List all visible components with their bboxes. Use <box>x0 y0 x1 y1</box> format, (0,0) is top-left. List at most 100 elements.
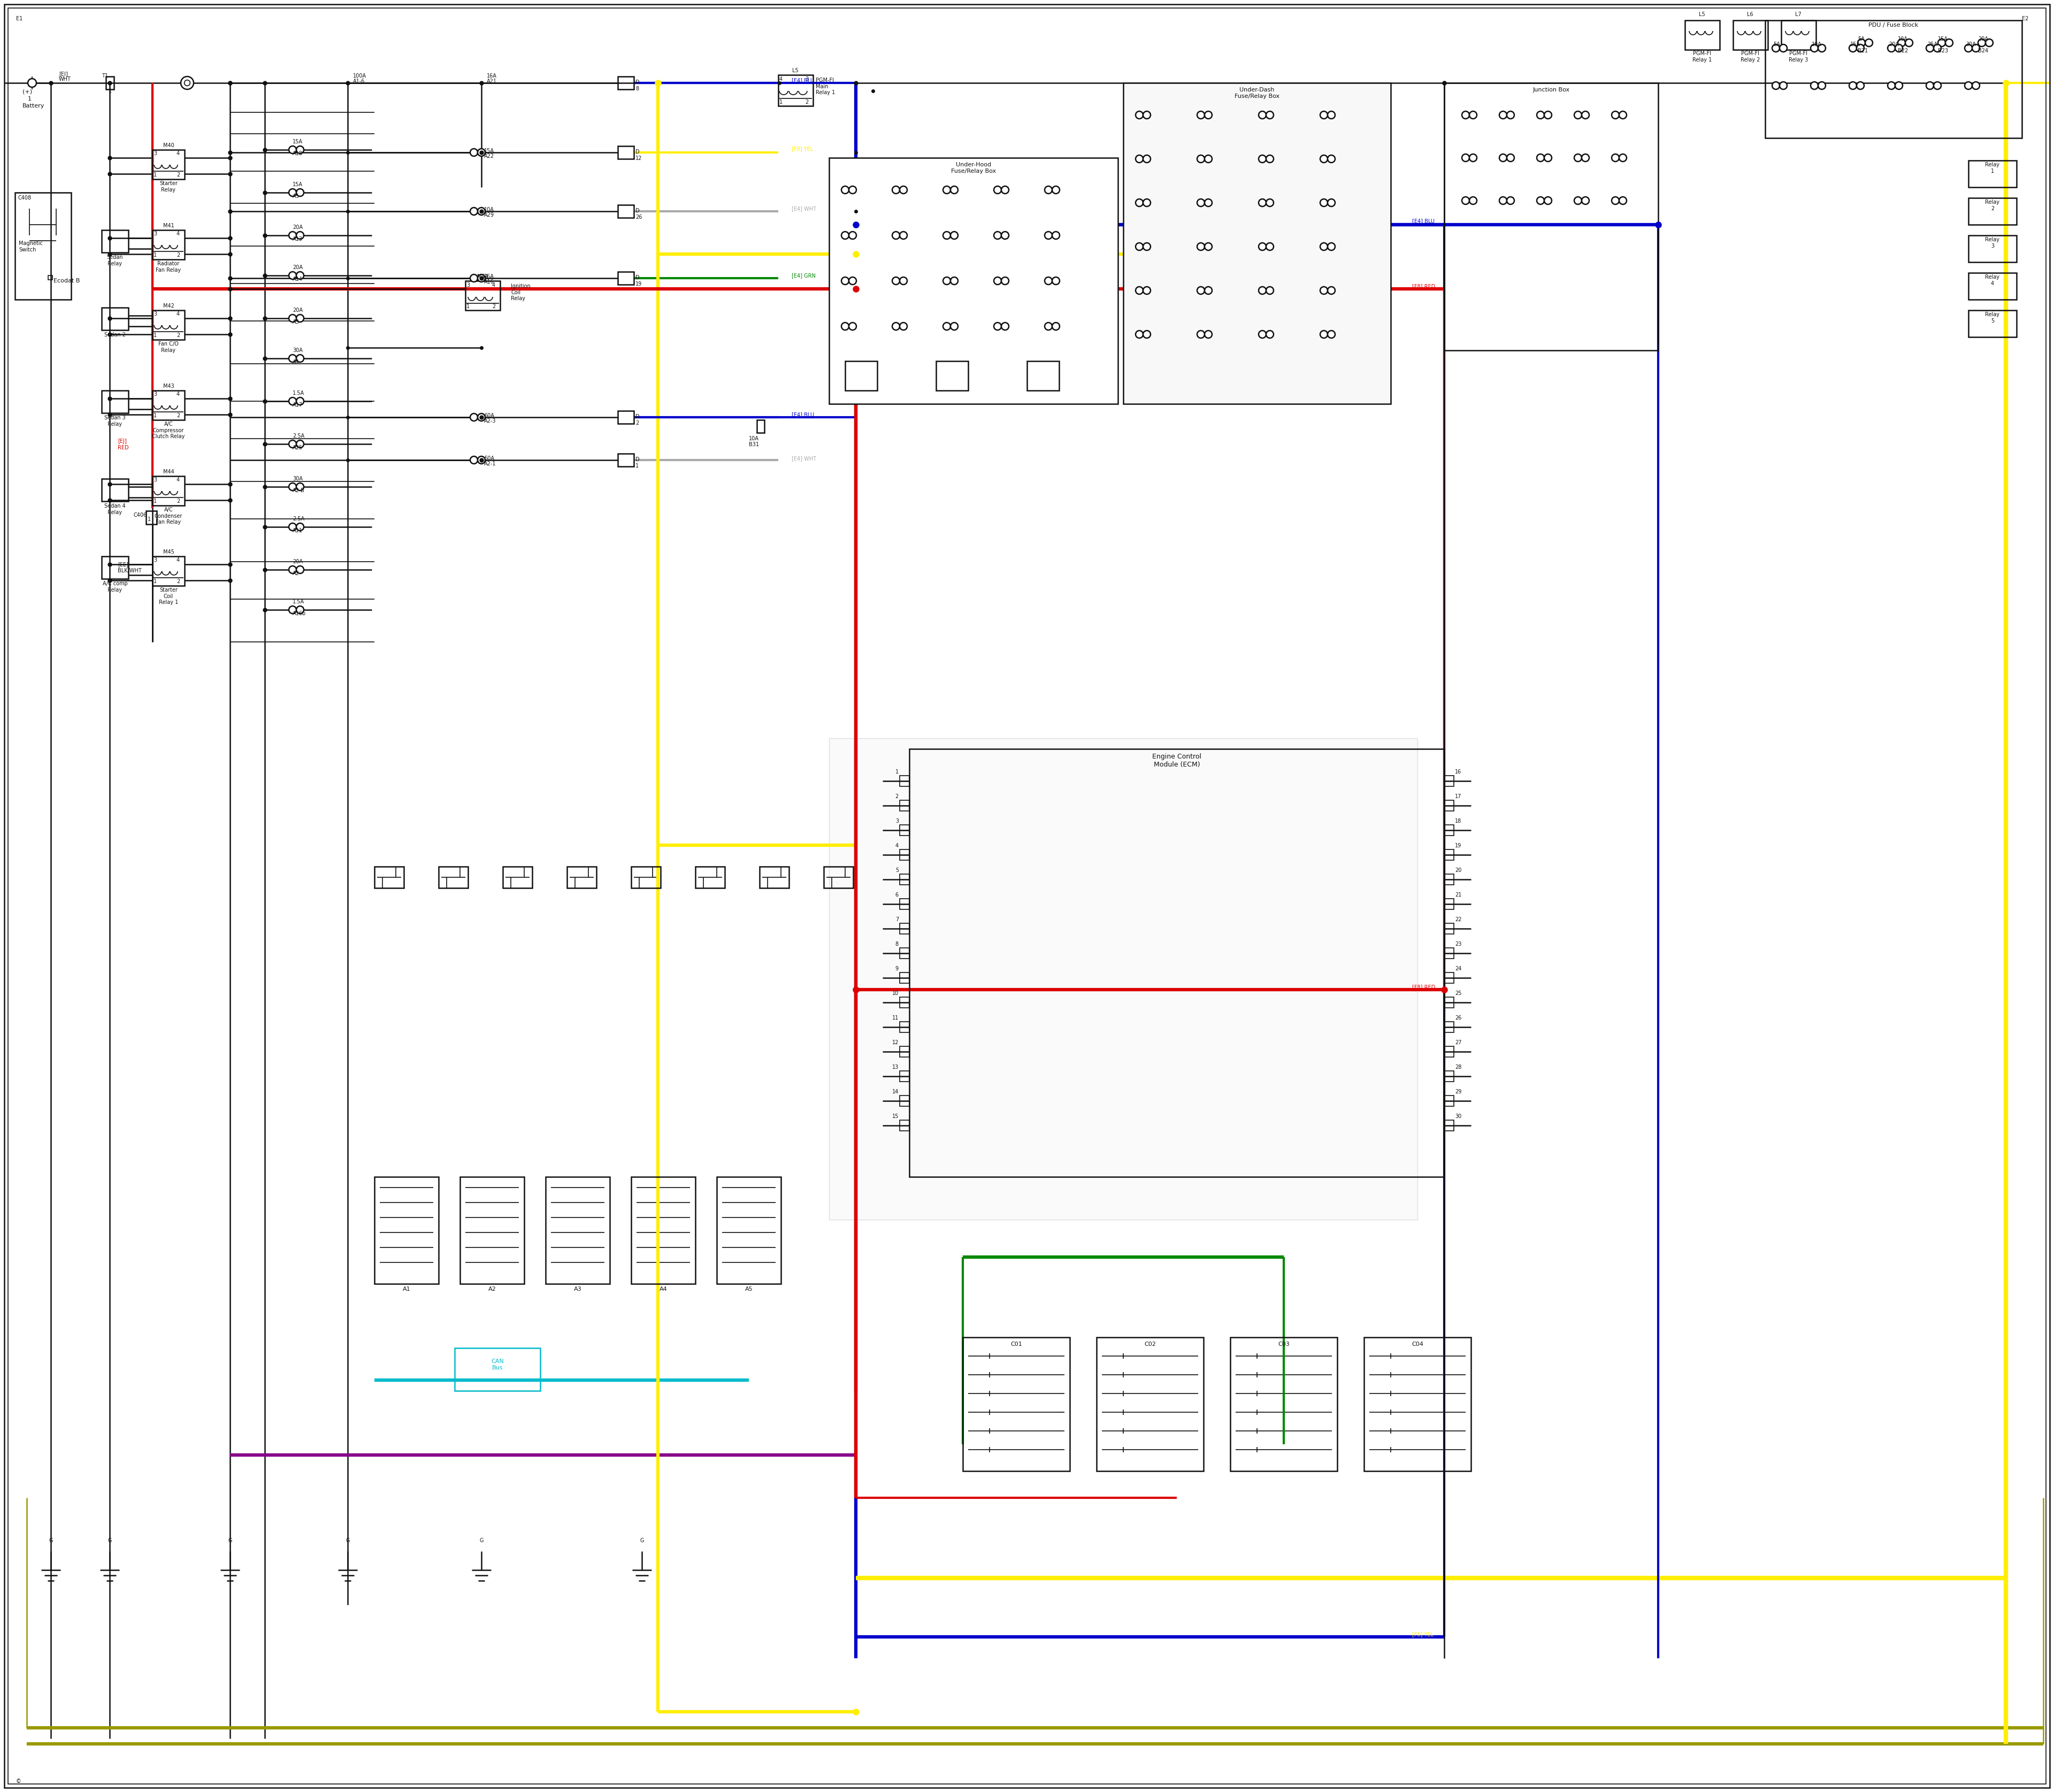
Circle shape <box>1906 39 1912 47</box>
Text: 18: 18 <box>1454 819 1462 824</box>
Circle shape <box>994 323 1002 330</box>
Circle shape <box>994 186 1002 194</box>
Text: 21: 21 <box>1454 892 1462 898</box>
Text: PDU / Fuse Block: PDU / Fuse Block <box>1869 23 1918 29</box>
Bar <box>618 145 635 159</box>
Circle shape <box>1327 330 1335 339</box>
Circle shape <box>1259 287 1265 294</box>
Text: A14: A14 <box>292 276 302 281</box>
Circle shape <box>1972 82 1980 90</box>
Bar <box>778 75 813 106</box>
Bar <box>830 738 1417 1220</box>
Text: 20A: 20A <box>1978 36 1988 41</box>
Text: [E4] WHT: [E4] WHT <box>791 455 815 461</box>
Circle shape <box>1937 39 1945 47</box>
Circle shape <box>1321 330 1327 339</box>
Circle shape <box>1204 244 1212 251</box>
Text: [F8] RED: [F8] RED <box>1413 984 1436 989</box>
Text: 16: 16 <box>1454 769 1462 774</box>
Circle shape <box>296 188 304 197</box>
Text: D
26: D 26 <box>635 208 643 220</box>
Text: 10A: 10A <box>1898 36 1908 41</box>
Bar <box>1444 801 1454 812</box>
Circle shape <box>1052 323 1060 330</box>
Text: G: G <box>345 1538 349 1543</box>
Text: D
1: D 1 <box>635 457 639 468</box>
Text: 25: 25 <box>1454 991 1462 996</box>
Circle shape <box>1865 39 1873 47</box>
Circle shape <box>1002 278 1009 285</box>
Circle shape <box>1896 82 1902 90</box>
Text: 1: 1 <box>154 333 156 339</box>
Text: Relay
2: Relay 2 <box>1986 199 2001 211</box>
Bar <box>101 478 127 502</box>
Text: B21: B21 <box>1857 48 1867 54</box>
Circle shape <box>1197 287 1204 294</box>
Bar <box>374 1177 440 1283</box>
Text: 2: 2 <box>493 305 495 310</box>
Circle shape <box>1857 45 1865 52</box>
Text: L7: L7 <box>1795 13 1801 18</box>
Bar <box>717 1177 781 1283</box>
Bar <box>460 1177 524 1283</box>
Circle shape <box>1204 287 1212 294</box>
Bar <box>1734 20 1768 50</box>
Text: G: G <box>228 1538 232 1543</box>
Circle shape <box>1045 278 1052 285</box>
Text: 30A: 30A <box>292 477 302 482</box>
Text: 1: 1 <box>27 97 31 102</box>
Text: 2: 2 <box>805 100 809 106</box>
Text: 1: 1 <box>778 100 783 106</box>
Circle shape <box>1265 111 1273 118</box>
Circle shape <box>1857 82 1865 90</box>
Text: 2: 2 <box>177 253 181 258</box>
Circle shape <box>900 323 908 330</box>
Bar <box>1364 1337 1471 1471</box>
Circle shape <box>842 278 848 285</box>
Bar <box>618 272 635 285</box>
Text: 16A: 16A <box>485 274 495 280</box>
Circle shape <box>29 79 37 88</box>
Text: [E4] BLU: [E4] BLU <box>1413 219 1434 224</box>
Circle shape <box>951 278 957 285</box>
Text: Switch: Switch <box>18 247 37 253</box>
Circle shape <box>1197 156 1204 163</box>
Circle shape <box>994 278 1002 285</box>
Text: 2.5A: 2.5A <box>292 434 304 439</box>
Bar <box>844 360 877 391</box>
Text: [E4] WHT: [E4] WHT <box>791 206 815 211</box>
Circle shape <box>479 457 485 464</box>
Text: L5: L5 <box>1699 13 1705 18</box>
Text: Engine Control
Module (ECM): Engine Control Module (ECM) <box>1152 753 1202 769</box>
Text: A3: A3 <box>573 1287 581 1292</box>
Circle shape <box>1812 45 1818 52</box>
Circle shape <box>1136 244 1144 251</box>
Bar <box>937 360 967 391</box>
Circle shape <box>1197 244 1204 251</box>
Bar <box>900 776 910 787</box>
Text: A17: A17 <box>292 401 302 407</box>
Circle shape <box>848 231 857 238</box>
Bar <box>1968 272 2017 299</box>
Bar <box>696 867 725 889</box>
Circle shape <box>1779 82 1787 90</box>
Circle shape <box>296 398 304 405</box>
Circle shape <box>1136 111 1144 118</box>
Bar <box>900 948 910 959</box>
Text: D
2: D 2 <box>635 414 639 425</box>
Bar <box>900 874 910 885</box>
Circle shape <box>1321 156 1327 163</box>
Text: A22: A22 <box>485 154 495 159</box>
Text: A/C
Condenser
Fan Relay: A/C Condenser Fan Relay <box>154 507 183 525</box>
Circle shape <box>1898 39 1906 47</box>
Circle shape <box>1812 82 1818 90</box>
Circle shape <box>1499 197 1508 204</box>
Circle shape <box>842 186 848 194</box>
Text: PGM-FI
Relay 3: PGM-FI Relay 3 <box>1789 50 1808 63</box>
Bar <box>14 192 72 299</box>
Circle shape <box>1265 199 1273 206</box>
Text: 15A: 15A <box>292 181 302 186</box>
Bar <box>756 419 764 432</box>
Bar <box>900 1120 910 1131</box>
Circle shape <box>1573 197 1582 204</box>
